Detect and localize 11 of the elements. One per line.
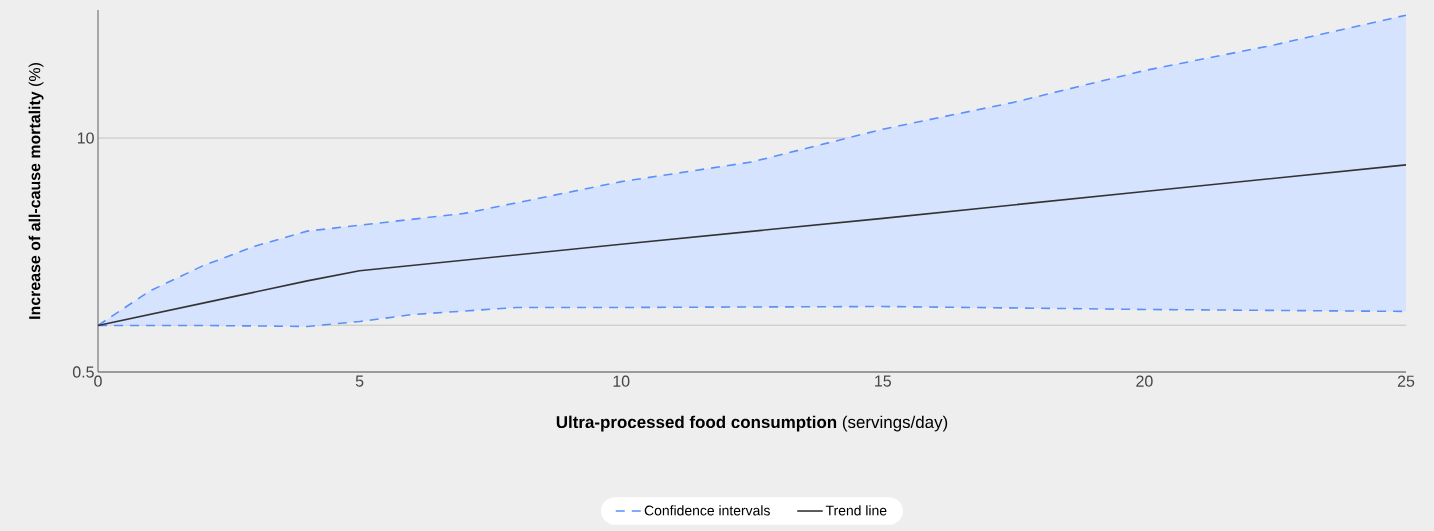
y-axis-title: Increase of all-cause mortality (%): [28, 63, 44, 319]
x-tick-label: 0: [94, 375, 102, 387]
legend-label: Trend line: [825, 505, 887, 516]
x-tick-label: 15: [875, 375, 891, 387]
legend-label: Confidence intervals: [644, 505, 770, 516]
x-axis-title: Ultra-processed food consumption (servings/day): [556, 415, 948, 432]
x-tick-label: 20: [1136, 375, 1153, 387]
y-tick-label: 0.5: [72, 366, 94, 378]
x-tick-label: 10: [613, 375, 630, 387]
x-tick-label: 5: [355, 375, 364, 387]
x-tick-label: 25: [1397, 375, 1415, 387]
